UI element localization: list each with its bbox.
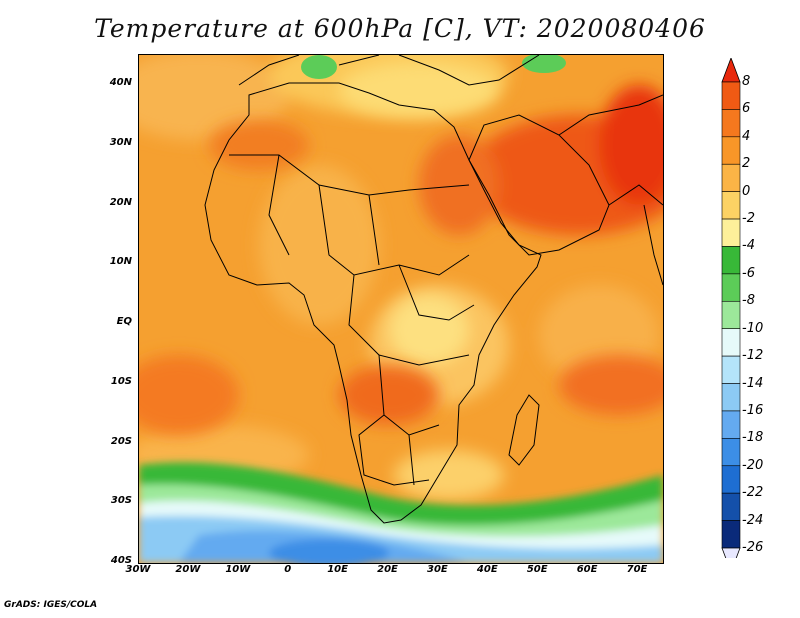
lat-tick-label: 10N (109, 256, 132, 268)
lat-tick-label: 30N (109, 136, 132, 148)
colorbar-label: 8 (742, 74, 751, 89)
lon-tick-label: 10E (327, 564, 348, 575)
field-green-north (301, 55, 566, 79)
field-cold-band (139, 462, 663, 563)
colorbar-label: -26 (742, 540, 764, 555)
colorbar-label: -24 (742, 512, 764, 528)
lon-tick-label: 30E (427, 564, 448, 575)
colorbar-segment (721, 109, 741, 138)
lon-tick-label: 20W (175, 564, 201, 575)
colorbar-segment (721, 465, 741, 494)
temperature-map (138, 54, 664, 564)
colorbar-label: -20 (742, 457, 764, 473)
africa-borders (229, 154, 475, 486)
chart-title: Temperature at 600hPa [C], VT: 202008040… (94, 14, 706, 43)
asia-coastline (558, 94, 663, 286)
colorbar-segment (721, 300, 741, 330)
colorbar-bottom-arrow (721, 547, 741, 558)
lat-tick-label: 20S (110, 435, 132, 447)
colorbar-label: 4 (742, 128, 751, 144)
colorbar-top-arrow (721, 58, 741, 83)
colorbar-segment (721, 191, 741, 220)
colorbar-segment (721, 273, 741, 302)
lon-tick-label: 10W (225, 564, 251, 575)
footer-credit: GrADS: IGES/COLA (4, 600, 98, 610)
lat-tick-label: 20N (109, 196, 132, 208)
lat-tick-label: 30S (110, 495, 132, 507)
lon-tick-label: 70E (626, 564, 648, 575)
lon-tick-label: 30W (125, 564, 151, 575)
colorbar-segment (721, 492, 741, 521)
lat-tick-label: 40N (109, 77, 132, 88)
colorbar-segment (721, 81, 741, 110)
field-red (139, 85, 663, 435)
coastlines (204, 55, 663, 524)
colorbar-segment (721, 383, 741, 412)
lon-tick-label: 50E (526, 564, 548, 575)
map-canvas (139, 55, 663, 563)
colorbar-segment (721, 328, 741, 357)
europe-coastline (238, 55, 540, 86)
colorbar-label: -12 (742, 348, 764, 364)
colorbar-segment (721, 355, 741, 384)
lat-tick-label: 10S (110, 375, 132, 387)
colorbar-label: 0 (742, 183, 751, 199)
lon-tick-label: 60E (576, 564, 598, 575)
colorbar-segment (721, 520, 741, 549)
colorbar-label: -22 (742, 485, 764, 501)
colorbar (721, 58, 741, 558)
colorbar-label: -6 (742, 265, 755, 281)
arabia-coastline (468, 114, 610, 256)
colorbar-label: 6 (742, 101, 751, 117)
colorbar-label: -10 (742, 320, 764, 336)
lon-tick-label: 40E (476, 564, 498, 575)
lon-tick-label: 0 (284, 564, 292, 575)
lat-tick-label: EQ (116, 316, 132, 327)
colorbar-label: 2 (742, 156, 751, 172)
colorbar-segment (721, 246, 741, 275)
colorbar-segment (721, 218, 741, 247)
colorbar-label: -2 (742, 211, 755, 227)
colorbar-segment (721, 136, 741, 165)
colorbar-segment (721, 163, 741, 192)
africa-coastline (204, 82, 542, 524)
lon-tick-label: 20E (377, 564, 398, 575)
field-yellow (339, 62, 504, 500)
colorbar-label: -18 (742, 430, 764, 446)
lat-tick-label: 40S (110, 555, 132, 566)
madagascar-coastline (508, 394, 540, 466)
colorbar-segment (721, 410, 741, 439)
colorbar-label: -14 (742, 375, 764, 391)
colorbar-label: -16 (742, 402, 764, 418)
colorbar-label: -4 (742, 238, 755, 254)
colorbar-label: -8 (742, 293, 755, 309)
colorbar-segment (721, 438, 741, 467)
